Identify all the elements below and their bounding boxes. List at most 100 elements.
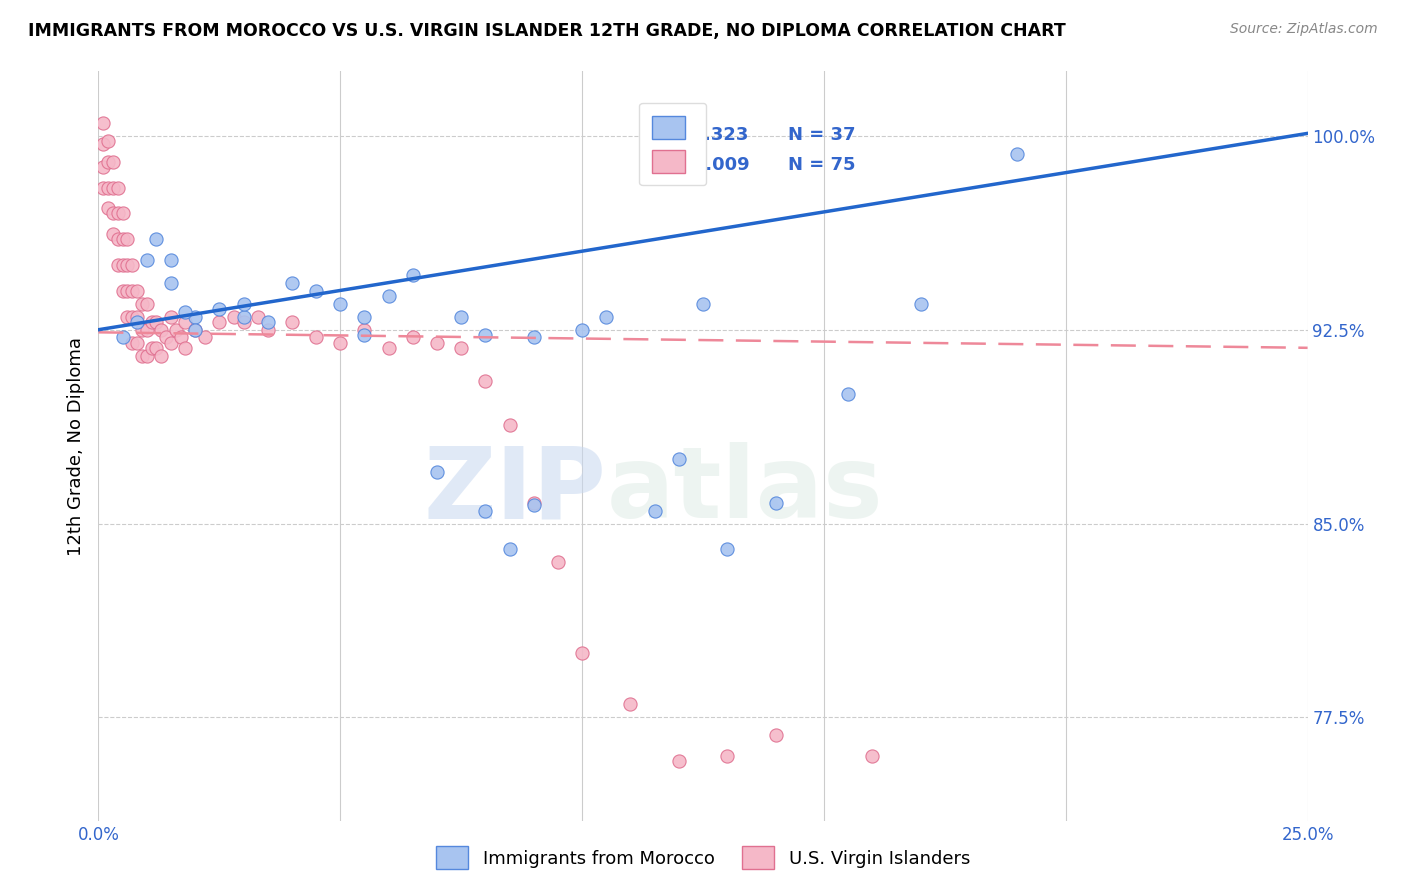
Point (184, 323, 207, 337)
Point (281, 315, 304, 329)
Point (474, 327, 496, 342)
Point (377, 289, 399, 303)
Point (91, 116, 114, 130)
Point (169, 330, 191, 344)
Point (101, 206, 124, 220)
Point (474, 503, 496, 517)
Point (668, 451, 690, 466)
Point (329, 297, 352, 311)
Point (426, 465, 449, 479)
Point (232, 315, 254, 329)
Text: N = 37: N = 37 (787, 126, 855, 144)
Point (353, 327, 375, 342)
Point (619, 698, 641, 712)
Text: atlas: atlas (606, 442, 883, 540)
Point (101, 180, 124, 194)
Point (644, 503, 666, 517)
Point (184, 310, 207, 324)
Point (547, 555, 569, 569)
Point (160, 277, 183, 291)
Point (135, 349, 157, 363)
Point (256, 315, 278, 329)
Point (107, 258, 129, 272)
Point (101, 227, 124, 241)
Point (121, 310, 143, 324)
Point (571, 646, 593, 660)
Point (141, 315, 163, 329)
Point (174, 315, 197, 329)
Point (474, 375, 496, 389)
Point (402, 330, 425, 344)
Point (117, 232, 139, 246)
Point (208, 301, 231, 316)
Point (450, 310, 472, 324)
Legend: Immigrants from Morocco, U.S. Virgin Islanders: Immigrants from Morocco, U.S. Virgin Isl… (427, 838, 979, 879)
Point (107, 232, 129, 246)
Point (121, 258, 143, 272)
Text: R =: R = (648, 126, 682, 144)
Point (837, 387, 859, 401)
Point (523, 330, 546, 344)
Point (121, 335, 143, 350)
Point (426, 335, 449, 350)
Point (91, 136, 114, 151)
Point (160, 252, 183, 267)
Point (91, 180, 114, 194)
Text: R =: R = (648, 156, 682, 174)
Point (160, 335, 183, 350)
Legend: , : , (640, 103, 706, 186)
Point (127, 310, 149, 324)
Point (208, 315, 231, 329)
Point (111, 284, 134, 298)
Point (145, 315, 167, 329)
Point (222, 310, 245, 324)
Text: N = 75: N = 75 (787, 156, 855, 174)
Point (450, 341, 472, 355)
Point (692, 297, 714, 311)
Point (97, 202, 120, 216)
Point (97, 134, 120, 148)
Point (498, 418, 520, 433)
Point (377, 341, 399, 355)
Point (111, 330, 134, 344)
Point (135, 252, 157, 267)
Text: Source: ZipAtlas.com: Source: ZipAtlas.com (1230, 22, 1378, 37)
Point (910, 297, 932, 311)
Point (131, 323, 153, 337)
Text: -0.009: -0.009 (679, 156, 749, 174)
Point (97, 154, 120, 169)
Point (232, 310, 254, 324)
Point (184, 323, 207, 337)
Point (131, 297, 153, 311)
Point (281, 277, 304, 291)
Point (232, 297, 254, 311)
Point (131, 349, 153, 363)
Point (141, 341, 163, 355)
Point (353, 310, 375, 324)
Point (121, 284, 143, 298)
Point (155, 330, 177, 344)
Point (127, 315, 149, 329)
Point (668, 754, 690, 768)
Point (101, 154, 124, 169)
Point (127, 284, 149, 298)
Point (498, 542, 520, 557)
Point (329, 335, 352, 350)
Point (97, 180, 120, 194)
Text: ZIP: ZIP (423, 442, 606, 540)
Point (571, 323, 593, 337)
Point (305, 330, 328, 344)
Point (165, 323, 187, 337)
Point (174, 304, 197, 318)
Point (174, 341, 197, 355)
Point (305, 284, 328, 298)
Point (111, 258, 134, 272)
Point (135, 297, 157, 311)
Point (127, 335, 149, 350)
Point (523, 496, 546, 510)
Point (150, 323, 173, 337)
Point (91, 160, 114, 174)
Point (111, 232, 134, 246)
Point (107, 206, 129, 220)
Text: IMMIGRANTS FROM MOROCCO VS U.S. VIRGIN ISLANDER 12TH GRADE, NO DIPLOMA CORRELATI: IMMIGRANTS FROM MOROCCO VS U.S. VIRGIN I… (28, 22, 1066, 40)
